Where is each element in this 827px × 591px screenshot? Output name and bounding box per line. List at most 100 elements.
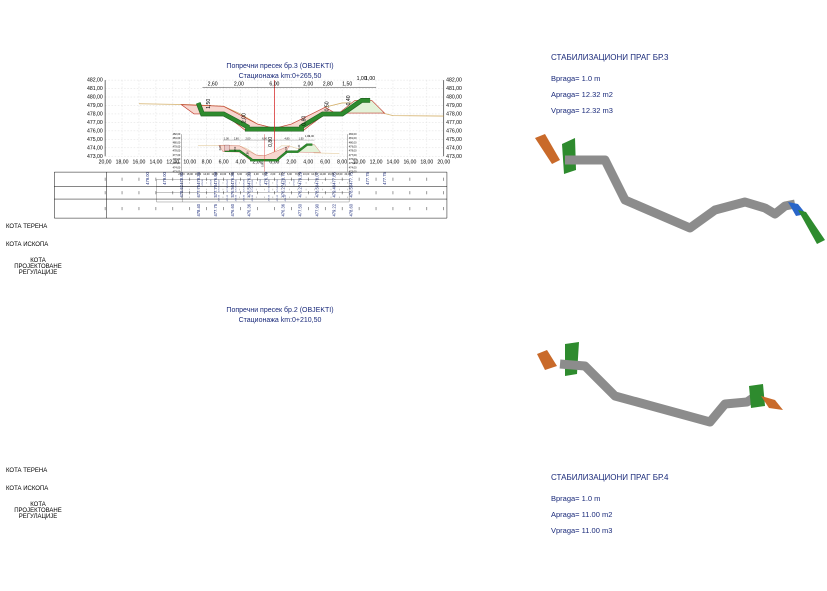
s1-x-tick: 6,00 xyxy=(320,159,330,165)
s1-y-tick-left: 479,00 xyxy=(87,103,103,109)
s2-x-tick: 0,00 xyxy=(262,173,267,176)
s2-y-tick-right: 479,00 xyxy=(349,145,357,148)
s1-row3-value: 477.50 xyxy=(298,203,303,216)
s2-excavation-area xyxy=(218,145,290,161)
s1-dim-top: 2,80 xyxy=(323,82,333,88)
section2-subtitle: Стационажа km:0+210,50 xyxy=(238,317,322,324)
s2-x-tick: 6,00 xyxy=(287,173,292,176)
stab3-green-end xyxy=(798,210,825,244)
s2-x-tick: 2,00 xyxy=(270,173,275,176)
s2-row2-value: 475.65 xyxy=(252,185,254,192)
s1-x-tick: 8,00 xyxy=(337,159,347,165)
s1-row1-value: 476.20 xyxy=(247,172,252,185)
s2-row3-value: 477.65 xyxy=(269,194,271,201)
s1-row1-value: 476.79 xyxy=(264,172,269,185)
stab3-a: Apraga= 12.32 m2 xyxy=(551,90,613,99)
s2-y-tick-right: 482,00 xyxy=(349,133,357,136)
s1-row3-value: 476.36 xyxy=(247,203,252,216)
s1-row3-value: 477.75 xyxy=(213,203,218,216)
s1-y-tick-left: 477,00 xyxy=(87,120,103,126)
s2-x-tick: 12,00 xyxy=(212,173,219,176)
s2-y-tick-left: 482,00 xyxy=(173,133,181,136)
stab4-orange-end xyxy=(761,396,783,410)
s1-row-terrain-label: КОТА ТЕРЕНА xyxy=(6,224,48,230)
s2-row-design-label: КОТА ПРОЈЕКТОВАНЕ РЕГУЛАЦИЈЕ xyxy=(14,502,62,520)
s1-x-tick: 14,00 xyxy=(387,159,400,165)
s2-y-tick-right: 474,00 xyxy=(349,166,357,169)
s1-x-tick: 10,00 xyxy=(353,159,366,165)
s1-row2-value: 478.50 xyxy=(314,184,319,197)
s1-row1-value: 477.85 xyxy=(331,172,336,185)
s2-row1-value: 479.36 xyxy=(202,179,204,186)
s1-y-tick-right: 474,00 xyxy=(446,145,462,151)
s1-row-design-label: КОТА ПРОЈЕКТОВАНЕ РЕГУЛАЦИЈЕ xyxy=(14,258,62,276)
s2-row1-value: 477.58 xyxy=(260,179,262,186)
s2-x-tick: 16,00 xyxy=(328,173,335,176)
s2-x-tick: 18,00 xyxy=(187,173,194,176)
s2-dim-slope: 0,40 xyxy=(298,144,301,149)
s2-dim-slope: 0,80 xyxy=(261,162,264,167)
s1-row2-value: 477.75 xyxy=(196,184,201,197)
s2-row2-value: 475.76 xyxy=(244,185,246,192)
s2-y-tick-right: 477,00 xyxy=(349,154,357,157)
s2-y-tick-left: 478,00 xyxy=(173,150,181,153)
s2-row2-value: 476.76 xyxy=(235,185,237,192)
s1-row3-value: 476.60 xyxy=(230,203,235,216)
s2-row1-value: 476.96 xyxy=(244,179,246,186)
s1-row1-value: 477.75 xyxy=(382,172,387,185)
s1-channel-lining xyxy=(196,98,371,131)
s1-row2-value: 476.27 xyxy=(298,184,303,197)
s2-row-terrain-label: КОТА ТЕРЕНА xyxy=(6,468,48,474)
s1-row1-value: 478.72 xyxy=(281,172,286,185)
s2-row1-value: 479.36 xyxy=(210,179,212,186)
s1-x-tick: 18,00 xyxy=(420,159,433,165)
s2-row3-value: 477.65 xyxy=(277,194,279,201)
s2-x-tick: 8,00 xyxy=(295,173,300,176)
s1-x-tick: 12,00 xyxy=(166,159,179,165)
s2-row1-value: 479.27 xyxy=(219,179,221,186)
s2-row2-value: 478.76 xyxy=(219,185,221,192)
s1-dim-slope: 1,50 xyxy=(206,99,212,109)
s1-y-tick-right: 479,00 xyxy=(446,103,462,109)
s2-row1-value: 479.25 xyxy=(227,179,229,186)
stab3-orange-wing xyxy=(535,134,560,164)
s1-dim-top: 6,00 xyxy=(269,82,279,88)
s2-channel-lining xyxy=(224,143,313,162)
s2-y-tick-left: 477,00 xyxy=(173,154,181,157)
s1-y-tick-right: 480,00 xyxy=(446,95,462,101)
s2-x-tick: 20,00 xyxy=(344,173,351,176)
s1-dim-top: 1,00 xyxy=(357,76,367,82)
s1-y-tick-left: 481,00 xyxy=(87,86,103,92)
s1-dim-top: 2,00 xyxy=(303,82,313,88)
s1-row2-value: 476.50 xyxy=(247,184,252,197)
s2-dim-slope: 0,80 xyxy=(247,151,250,156)
s2-row3-value: 476.65 xyxy=(235,194,237,201)
s1-row2-value: 477.70 xyxy=(213,184,218,197)
s2-x-tick: 20,00 xyxy=(178,173,185,176)
s1-dim-top: 2,00 xyxy=(234,82,244,88)
s2-x-tick: 14,00 xyxy=(320,173,327,176)
s1-dim-top: 2,60 xyxy=(208,82,218,88)
s2-row2-value: 479.32 xyxy=(277,185,279,192)
stab3-info: СТАБИЛИЗАЦИОНИ ПРАГ БР.3 Bpraga= 1.0 m A… xyxy=(551,53,668,122)
s1-x-tick: 0,00 xyxy=(269,159,279,165)
s1-x-tick: 16,00 xyxy=(133,159,146,165)
s1-row3-value: 478.40 xyxy=(196,203,201,216)
s2-x-tick: 16,00 xyxy=(195,173,202,176)
s2-x-tick: 10,00 xyxy=(220,173,227,176)
s1-x-tick: 2,00 xyxy=(252,159,262,165)
s2-y-tick-left: 473,00 xyxy=(173,170,181,173)
s2-x-tick: 12,00 xyxy=(311,173,318,176)
s1-y-tick-right: 475,00 xyxy=(446,137,462,143)
s2-y-tick-left: 480,00 xyxy=(173,141,181,144)
s2-y-tick-right: 473,00 xyxy=(349,170,357,173)
stab4-v: Vpraga= 11.00 m3 xyxy=(551,526,613,535)
s1-dim-slope: 0,50 xyxy=(325,101,331,111)
s2-row3-value: 479.65 xyxy=(285,194,287,201)
stab4-orange-wing xyxy=(537,350,557,370)
s1-y-tick-left: 474,00 xyxy=(87,145,103,151)
s1-y-tick-left: 476,00 xyxy=(87,128,103,134)
s2-row3-value: 477.65 xyxy=(227,194,229,201)
